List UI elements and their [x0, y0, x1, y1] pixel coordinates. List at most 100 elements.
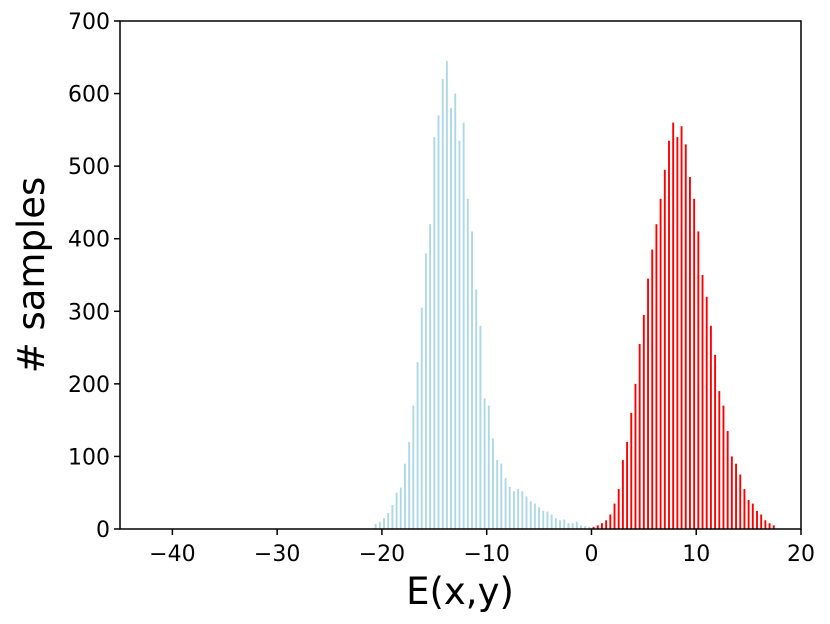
- histogram-bar: [521, 491, 524, 529]
- histogram-bar: [630, 412, 633, 529]
- histogram-bar: [580, 525, 582, 529]
- histogram-bar: [374, 523, 377, 529]
- histogram-bar: [533, 503, 536, 529]
- histogram-bar: [772, 525, 775, 529]
- histogram-bar: [433, 137, 436, 529]
- histogram-bar: [663, 169, 666, 529]
- histogram-bar: [600, 523, 603, 529]
- histogram-bar: [450, 108, 453, 529]
- histogram-bar: [429, 224, 432, 529]
- bars-layer: [374, 60, 775, 530]
- histogram-bar: [626, 441, 629, 529]
- histogram-bar: [651, 249, 654, 529]
- histogram-bar: [492, 438, 494, 529]
- histogram-bar: [689, 177, 691, 529]
- y-tick-label: 500: [68, 155, 110, 180]
- histogram-bar: [709, 325, 712, 529]
- y-tick-label: 600: [68, 83, 110, 108]
- histogram-bar: [512, 491, 515, 529]
- histogram-bar: [395, 492, 398, 529]
- histogram-bar: [445, 60, 448, 530]
- histogram-bar: [416, 362, 419, 529]
- histogram-bar: [592, 526, 595, 529]
- x-tick-label: −10: [463, 542, 509, 567]
- histogram-bar: [571, 523, 574, 529]
- histogram-bar: [462, 122, 465, 529]
- histogram-bar: [701, 275, 704, 529]
- histogram-bar: [408, 441, 411, 529]
- histogram-bar: [387, 513, 390, 529]
- histogram-bar: [647, 278, 649, 529]
- x-tick-label: −30: [254, 542, 300, 567]
- histogram-bar: [559, 520, 561, 529]
- histogram-bar: [693, 198, 696, 530]
- histogram-bar: [504, 478, 507, 529]
- histogram-bar: [609, 514, 612, 529]
- histogram-bar: [424, 253, 427, 529]
- y-tick-label: 0: [96, 518, 110, 543]
- histogram-bar: [554, 518, 557, 529]
- x-axis: −40 −30 −20 −10 0 10 20: [149, 529, 815, 567]
- histogram-bar: [726, 431, 729, 529]
- histogram-bar: [475, 289, 478, 529]
- x-tick-label: 10: [682, 542, 710, 567]
- histogram-bar: [420, 307, 423, 529]
- histogram-bar: [479, 325, 482, 529]
- histogram-bar: [705, 296, 708, 529]
- histogram-bar: [563, 519, 566, 529]
- histogram-bar: [412, 405, 415, 529]
- histogram-bar: [496, 460, 499, 529]
- y-tick-label: 700: [68, 10, 110, 35]
- histogram-bar: [454, 93, 457, 530]
- histogram-bar: [714, 354, 717, 529]
- histogram-bar: [487, 405, 490, 529]
- histogram-bar: [508, 486, 511, 529]
- histogram-bar: [575, 521, 578, 529]
- histogram-bar: [697, 231, 700, 529]
- histogram-bar: [642, 314, 645, 529]
- plot-frame: [119, 20, 802, 530]
- y-tick-label: 400: [68, 228, 110, 253]
- histogram-bar: [471, 231, 473, 529]
- histogram-bar: [751, 503, 754, 529]
- histogram-bar: [735, 463, 737, 529]
- histogram-bar: [743, 489, 746, 529]
- histogram-bar: [676, 137, 679, 529]
- histogram-bar: [483, 398, 486, 529]
- histogram-bar: [404, 463, 406, 529]
- histogram-bar: [747, 499, 750, 529]
- histogram-bar: [722, 405, 725, 529]
- histogram-bar: [437, 115, 440, 529]
- histogram-bar: [546, 511, 549, 529]
- y-tick-label: 200: [68, 373, 110, 398]
- x-tick-label: 0: [584, 542, 598, 567]
- histogram-bar: [672, 122, 675, 529]
- x-tick-label: 20: [787, 542, 815, 567]
- y-axis: 0 100 200 300 400 500 600 700: [68, 10, 120, 543]
- histogram-bar: [567, 523, 570, 529]
- histogram-bar: [517, 489, 520, 529]
- x-tick-label: −40: [149, 542, 195, 567]
- histogram-bar: [739, 474, 742, 529]
- histogram-bar: [621, 460, 624, 529]
- histogram-bar: [542, 510, 545, 529]
- x-axis-title: E(x,y): [406, 570, 514, 613]
- histogram-bar: [730, 456, 733, 529]
- histogram-bar: [588, 526, 591, 529]
- histogram-bar: [668, 140, 670, 529]
- histogram-bar: [529, 501, 532, 529]
- histogram-bar: [500, 463, 503, 529]
- histogram-bar: [550, 514, 553, 529]
- y-tick-label: 300: [68, 300, 110, 325]
- histogram-bar: [584, 526, 587, 529]
- histogram-bar: [659, 198, 662, 530]
- x-tick-label: −20: [359, 542, 405, 567]
- histogram-bar: [441, 79, 444, 530]
- histogram-bar: [538, 507, 541, 529]
- histogram-bar: [718, 391, 721, 529]
- histogram-bar: [655, 224, 658, 529]
- histogram-bar: [466, 198, 469, 530]
- histogram-bar: [756, 510, 758, 529]
- histogram-bar: [399, 487, 402, 529]
